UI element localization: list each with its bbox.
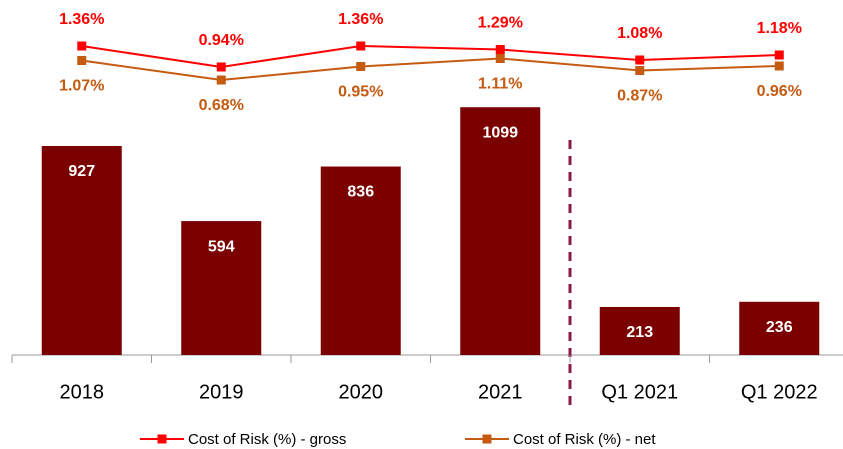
x-tick-label: 2021 (478, 381, 523, 403)
line-marker (495, 54, 505, 63)
legend-label: Cost of Risk (%) - gross (188, 431, 346, 448)
line-label: 0.94% (199, 32, 244, 49)
legend-label: Cost of Risk (%) - net (513, 431, 656, 448)
line-marker (77, 56, 87, 65)
line-label: 1.08% (617, 25, 662, 42)
line-marker (216, 75, 226, 85)
legend-marker (482, 434, 492, 444)
x-tick-label: 2018 (60, 381, 105, 403)
bar (460, 107, 541, 355)
line-label: 0.96% (757, 83, 802, 100)
legend-marker (157, 434, 167, 444)
line-marker (635, 66, 645, 75)
line-marker (495, 45, 505, 54)
line-label: 1.11% (478, 76, 522, 93)
line (81, 44, 780, 69)
line-marker (77, 41, 87, 51)
bar-label: 594 (208, 238, 235, 255)
bar (41, 146, 122, 355)
x-tick-label: Q1 2021 (601, 381, 678, 403)
x-tick-label: 2020 (339, 381, 384, 403)
bar (320, 166, 401, 355)
bar-label: 1099 (482, 124, 518, 141)
line-label: 1.36% (59, 11, 104, 28)
x-tick-label: Q1 2022 (741, 381, 818, 403)
line-marker (356, 62, 366, 71)
line-label: 1.36% (338, 11, 383, 28)
bar-label: 213 (626, 324, 653, 341)
bar-label: 236 (766, 319, 793, 336)
line-marker (635, 55, 645, 65)
x-tick-label: 2019 (199, 381, 244, 403)
line-label: 1.07% (59, 78, 104, 95)
line-label: 1.18% (757, 20, 802, 37)
bar-label: 836 (347, 184, 374, 201)
line-label: 0.95% (338, 84, 383, 101)
line-label: 0.68% (199, 97, 244, 114)
line-label: 0.87% (617, 88, 662, 105)
bar (181, 221, 262, 355)
bar (599, 306, 680, 355)
bar-label: 927 (68, 163, 95, 180)
line-marker (356, 41, 366, 51)
line-marker (774, 61, 784, 71)
line-label: 1.29% (478, 15, 523, 32)
line-marker (216, 62, 226, 72)
line-marker (774, 50, 784, 60)
bar (739, 301, 820, 355)
line (81, 57, 780, 82)
